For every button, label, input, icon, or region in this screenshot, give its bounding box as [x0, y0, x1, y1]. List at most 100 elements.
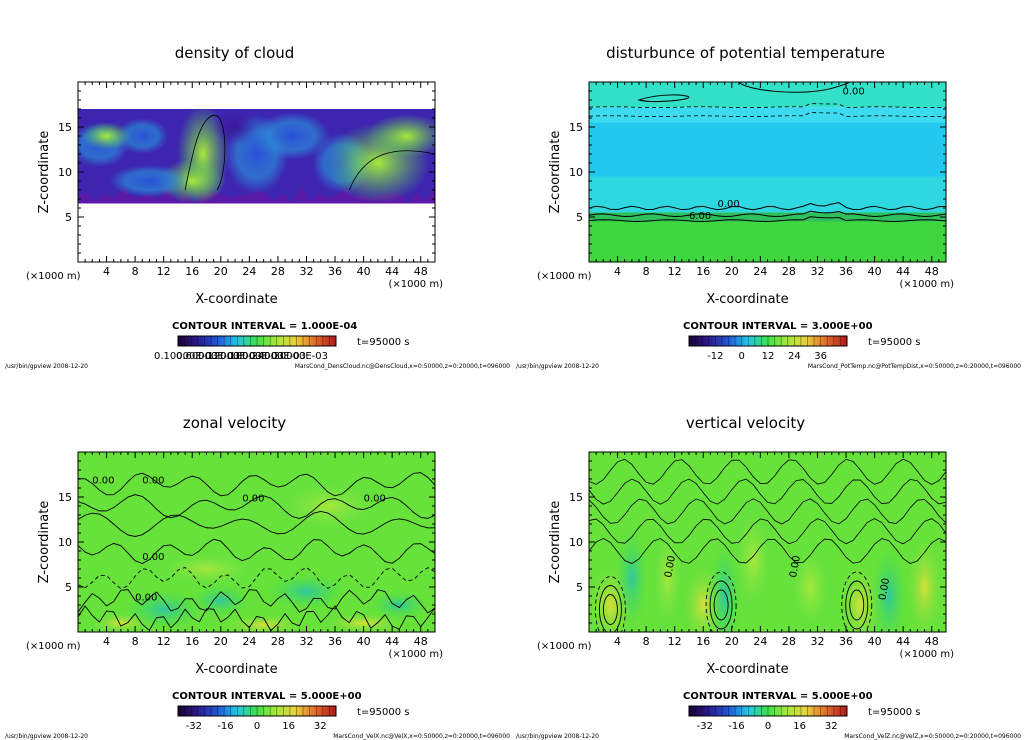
y-axis-label: Z-coordinate	[37, 501, 52, 584]
contour-line	[594, 576, 626, 632]
temperature-layer	[589, 212, 946, 222]
colorbar-label: 0.24000E-03	[242, 351, 306, 362]
x-tick-label: 12	[668, 635, 682, 648]
x-tick-label: 28	[271, 265, 285, 278]
x-tick-label: 44	[896, 635, 910, 648]
contour-label: 0.00	[718, 199, 740, 210]
contour-label: 0.00	[663, 555, 678, 579]
x-tick-label: 32	[810, 265, 824, 278]
x-tick-label: 8	[132, 635, 139, 648]
footer-left: /usr/bin/gpview 2008-12-20	[516, 363, 599, 370]
cloud-density-blob	[116, 118, 169, 154]
colorbar-label: -32	[186, 721, 202, 732]
y-tick-label: 10	[58, 536, 72, 549]
x-tick-label: 40	[357, 265, 371, 278]
contour-label: 0.00	[135, 593, 157, 604]
colorbar-label: 0	[254, 721, 260, 732]
contour-interval: CONTOUR INTERVAL = 1.000E-04	[172, 321, 357, 332]
velocity-blob	[731, 500, 776, 620]
x-tick-label: 28	[782, 635, 796, 648]
x-tick-label: 4	[103, 265, 110, 278]
colorbar-label: 0.12000E-03	[198, 351, 262, 362]
footer-left: /usr/bin/gpview 2008-12-20	[5, 363, 88, 370]
x-unit-right: (×1000 m)	[388, 649, 443, 660]
velocity-blob	[90, 613, 151, 632]
y-tick-label: 15	[569, 491, 583, 504]
x-tick-label: 40	[868, 265, 882, 278]
y-axis-label: Z-coordinate	[548, 131, 563, 214]
temperature-layer	[589, 176, 946, 213]
y-tick-label: 5	[65, 211, 72, 224]
contour-line	[602, 594, 618, 625]
x-unit-left: (×1000 m)	[537, 271, 592, 282]
footer-right: MarsCond_DensCloud.nc@DensCloud,x=0:5000…	[295, 363, 510, 370]
x-tick-label: 32	[299, 265, 313, 278]
contour-interval: CONTOUR INTERVAL = 5.000E+00	[172, 691, 362, 702]
x-unit-right: (×1000 m)	[899, 279, 954, 290]
velocity-blob	[267, 476, 388, 536]
contour-line	[738, 82, 850, 93]
plot-area: 0.00 0.00 0.00 0.00 0.00 0.00	[78, 452, 435, 632]
contour-line	[845, 580, 869, 630]
cloud-density-blob	[82, 122, 131, 150]
velocity-blob	[649, 518, 686, 632]
velocity-blob	[906, 537, 943, 632]
colorbar-label: -16	[728, 721, 744, 732]
x-tick-label: 24	[242, 635, 256, 648]
x-tick-label: 48	[925, 265, 939, 278]
y-tick-label: 15	[58, 491, 72, 504]
velocity-blob	[266, 573, 347, 610]
x-unit-left: (×1000 m)	[26, 271, 81, 282]
x-axis-label: X-coordinate	[706, 292, 788, 307]
temperature-layer	[589, 122, 946, 177]
cloud-density-blob	[254, 112, 331, 160]
contour-line	[589, 478, 946, 505]
x-tick-label: 4	[614, 635, 621, 648]
x-tick-label: 8	[132, 265, 139, 278]
contour-label: 6.00	[689, 211, 711, 222]
y-tick-label: 5	[576, 211, 583, 224]
panel-2: disturbunce of potential temperature 0.00…	[516, 44, 1021, 370]
contour-label: 0.00	[142, 476, 164, 487]
x-tick-label: 12	[668, 265, 682, 278]
contour-line	[637, 94, 690, 102]
x-tick-label: 16	[185, 635, 199, 648]
velocity-blob	[223, 614, 304, 632]
contour-line	[849, 589, 865, 621]
colorbar-label: 32	[314, 721, 327, 732]
plot-area: 0.00 0.00 0.00	[589, 452, 946, 632]
y-axis-label: Z-coordinate	[548, 501, 563, 584]
cloud-density-blob	[213, 109, 258, 145]
x-axis-label: X-coordinate	[706, 662, 788, 677]
colorbar-label: 0.18000E-03	[220, 351, 284, 362]
x-unit-left: (×1000 m)	[537, 641, 592, 652]
x-tick-label: 40	[357, 635, 371, 648]
colorbar-label: -16	[217, 721, 233, 732]
y-tick-label: 15	[569, 121, 583, 134]
contour-label: 0.00	[142, 552, 164, 563]
velocity-blob	[786, 537, 835, 632]
x-tick-label: 48	[925, 635, 939, 648]
time-label: t=95000 s	[868, 337, 921, 348]
contour-line-dashed	[589, 112, 946, 118]
contour-line	[589, 458, 946, 485]
colorbar-label: 16	[793, 721, 806, 732]
x-tick-label: 8	[643, 635, 650, 648]
colorbar-label: 0	[738, 351, 744, 362]
contour-line	[589, 210, 946, 218]
y-tick-label: 5	[576, 581, 583, 594]
contour-line	[78, 494, 435, 519]
y-tick-label: 10	[569, 166, 583, 179]
x-axis-label: X-coordinate	[195, 662, 277, 677]
y-tick-label: 5	[65, 581, 72, 594]
contour-line	[841, 571, 873, 632]
contour-label: 0.00	[877, 577, 892, 601]
time-label: t=95000 s	[357, 337, 410, 348]
x-tick-label: 44	[896, 265, 910, 278]
plot-area	[78, 104, 435, 204]
contour-line	[78, 472, 435, 497]
x-tick-label: 32	[810, 635, 824, 648]
